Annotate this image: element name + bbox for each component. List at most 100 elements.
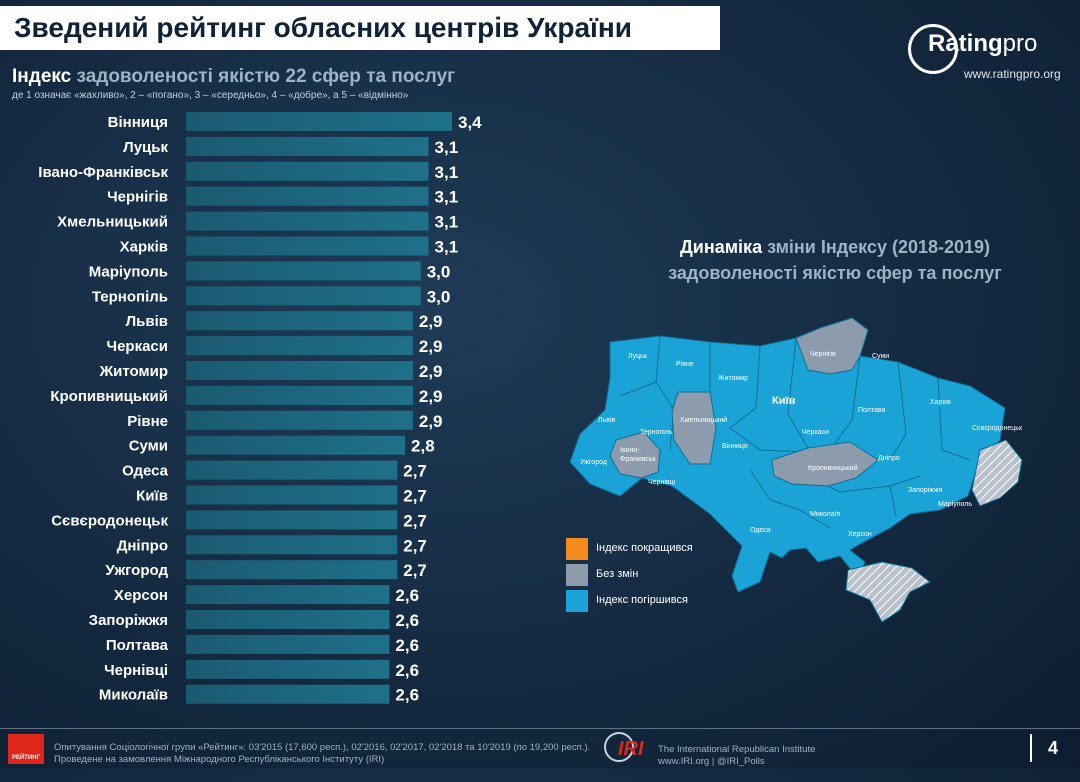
bar-value-label: 2,7 [403, 487, 427, 506]
map-city-label: Вінниця [722, 442, 748, 450]
map-crimea-occupied [845, 561, 931, 623]
bar [186, 336, 413, 356]
map-region-ivano-frankivsk [609, 431, 661, 479]
bar-category-label: Ужгород [105, 562, 168, 579]
bar-value-label: 2,6 [395, 686, 419, 705]
logo-circle-icon [908, 24, 958, 74]
bar-value-label: 2,9 [419, 312, 443, 331]
map-region-chernihiv [795, 317, 869, 375]
bar-value-label: 2,7 [403, 511, 427, 530]
bar-chart: Вінниця 3,4 Луцьк 3,1 Івано-Франківськ 3,1 Чер… [38, 112, 482, 705]
bar-category-label: Вінниця [108, 114, 168, 131]
bar-value-label: 2,6 [395, 586, 419, 605]
map-city-label: Сєвєродонецьк [972, 425, 1023, 432]
bar [186, 261, 421, 281]
bar [186, 684, 390, 704]
bar [186, 460, 398, 480]
footer-rating-logo: РЕЙТИНГ [8, 734, 44, 764]
iri-info: The International Republican Institute w… [658, 744, 815, 768]
bar [186, 286, 421, 306]
bar-category-label: Івано-Франківськ [38, 164, 168, 181]
bar-value-label: 3,1 [435, 138, 459, 157]
bar-category-label: Кропивницький [50, 388, 168, 405]
map-region-kropyvnytskyi [771, 441, 879, 487]
bar [186, 311, 413, 331]
map-city-label: Луцьк [628, 353, 648, 360]
bar [186, 610, 390, 629]
logo-brand-suffix: pro [1002, 30, 1038, 57]
map-city-label: Житомир [718, 375, 748, 382]
bar-value-label: 3,1 [435, 188, 459, 207]
map-city-label: Франківськ [620, 455, 656, 463]
bar-value-label: 2,9 [419, 412, 443, 431]
bar-category-label: Херсон [114, 587, 168, 604]
bar-value-label: 3,0 [427, 262, 451, 281]
footer-methodology: Опитування Соціологічної групи «Рейтинг»… [54, 742, 590, 766]
bar [186, 112, 452, 131]
map-city-label: Маріуполь [938, 500, 972, 508]
chart-title: Індекс задоволеності якістю 22 сфер та п… [12, 66, 455, 88]
ratingpro-logo: Ratingpro www.ratingpro.org [906, 22, 1076, 82]
chart-scale-note: де 1 означає «жахливо», 2 – «погано», 3 … [12, 90, 409, 101]
bar-category-label: Полтава [106, 637, 169, 654]
bar-value-label: 2,6 [395, 611, 419, 630]
bar-category-label: Запоріжжя [89, 612, 168, 629]
map-title: Динаміка зміни Індексу (2018-2019) задов… [600, 234, 1070, 286]
bar-category-label: Чернівці [104, 662, 168, 679]
logo-brand: Ratingpro [928, 30, 1037, 58]
bar [186, 560, 398, 580]
bar-category-label: Тернопіль [92, 288, 168, 305]
bar [186, 585, 390, 605]
logo-brand-main: Rating [928, 30, 1003, 57]
map-city-label: Харків [930, 398, 951, 406]
legend-swatch-improved [566, 538, 588, 560]
bar-value-label: 2,8 [411, 437, 435, 456]
legend-label-no-change: Без змін [596, 568, 639, 580]
map-city-label: Чернівці [648, 478, 676, 486]
bar-category-label: Черкаси [107, 338, 168, 355]
bar-value-label: 3,1 [435, 163, 459, 182]
map-title-line2: задоволеності якістю сфер та послуг [668, 263, 1002, 283]
footer-line-2: Проведене на замовлення Міжнародного Рес… [54, 754, 385, 765]
bar-value-label: 2,6 [395, 636, 419, 655]
bar-value-label: 2,9 [419, 337, 443, 356]
map-city-label: Львів [598, 416, 616, 424]
map-city-label: Кропивницький [808, 464, 858, 472]
map-city-label: Запоріжжя [908, 486, 943, 494]
map-title-line1: Динаміка зміни Індексу (2018-2019) [600, 234, 1070, 260]
bar-value-label: 2,7 [403, 536, 427, 555]
bar-value-label: 2,7 [403, 561, 427, 580]
map-city-label: Дніпро [878, 454, 900, 462]
bar-category-label: Луцьк [123, 139, 168, 156]
legend-swatch-no-change [566, 564, 588, 586]
page-number: 4 [1030, 734, 1074, 762]
legend-label-worsened: Індекс погіршився [596, 594, 688, 606]
bar [186, 385, 413, 405]
bar-category-label: Житомир [99, 363, 168, 380]
bar [186, 361, 413, 380]
bar [186, 535, 398, 555]
map-city-label: Київ [772, 395, 796, 407]
bar [186, 410, 413, 430]
bar-category-label: Чернігів [107, 189, 168, 206]
bar [186, 211, 429, 231]
bar [186, 510, 398, 530]
map-title-line1-rest: зміни Індексу (2018-2019) [767, 237, 991, 257]
bar-value-label: 2,9 [419, 387, 443, 406]
map-city-label: Хмельницький [680, 416, 727, 424]
bar-category-label: Дніпро [117, 537, 168, 554]
bar-category-label: Київ [136, 488, 168, 505]
footer-line-1: Опитування Соціологічної групи «Рейтинг»… [54, 742, 591, 753]
bar-category-label: Одеса [122, 463, 168, 480]
map-city-label: Черкаси [802, 429, 829, 436]
map-city-label: Івано- [620, 447, 640, 454]
map-city-label: Одеса [750, 527, 771, 534]
bar-category-label: Хмельницький [57, 214, 168, 231]
map-region-khmelnytskyi [671, 391, 717, 465]
bar [186, 634, 390, 654]
page-title: Зведений рейтинг обласних центрів Україн… [0, 6, 720, 50]
map-city-label: Суми [872, 353, 889, 360]
bar-value-label: 3,1 [435, 238, 459, 257]
bar-category-label: Суми [129, 438, 168, 455]
bar [186, 136, 429, 156]
